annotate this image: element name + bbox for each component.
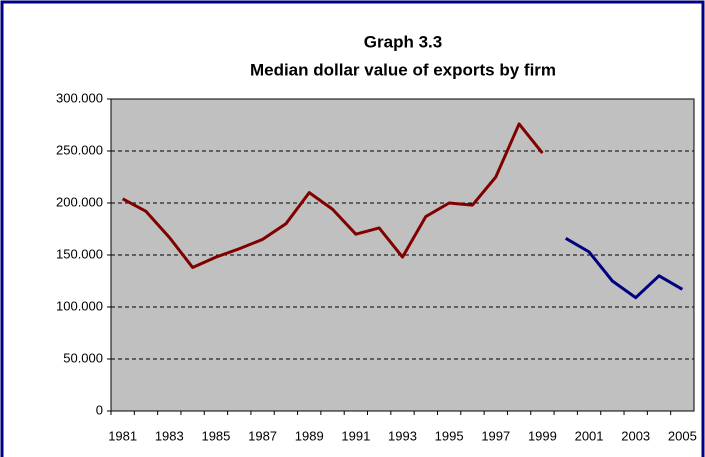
y-tick-label: 100.000 <box>56 298 103 313</box>
y-tick-label: 300.000 <box>56 90 103 105</box>
x-tick-label: 2003 <box>621 428 650 443</box>
y-tick-label: 0 <box>96 402 103 417</box>
x-tick-label: 1999 <box>528 428 557 443</box>
x-tick-label: 2001 <box>575 428 604 443</box>
chart-title: Graph 3.3 <box>364 32 442 51</box>
line-series <box>121 122 544 269</box>
y-tick-label: 150.000 <box>56 246 103 261</box>
x-tick-label: 1983 <box>155 428 184 443</box>
line-series <box>564 237 684 300</box>
chart-subtitle: Median dollar value of exports by firm <box>250 60 556 79</box>
x-tick-label: 1985 <box>201 428 230 443</box>
x-tick-label: 1989 <box>295 428 324 443</box>
x-tick-label: 1995 <box>435 428 464 443</box>
x-tick-label: 1997 <box>481 428 510 443</box>
y-tick-label: 200.000 <box>56 194 103 209</box>
x-tick-label: 2005 <box>668 428 697 443</box>
y-tick-label: 50.000 <box>63 350 103 365</box>
x-tick-label: 1981 <box>108 428 137 443</box>
y-tick-label: 250.000 <box>56 142 103 157</box>
x-tick-label: 1991 <box>341 428 370 443</box>
plot-border <box>110 98 695 412</box>
x-tick-label: 1993 <box>388 428 417 443</box>
x-tick-label: 1987 <box>248 428 277 443</box>
